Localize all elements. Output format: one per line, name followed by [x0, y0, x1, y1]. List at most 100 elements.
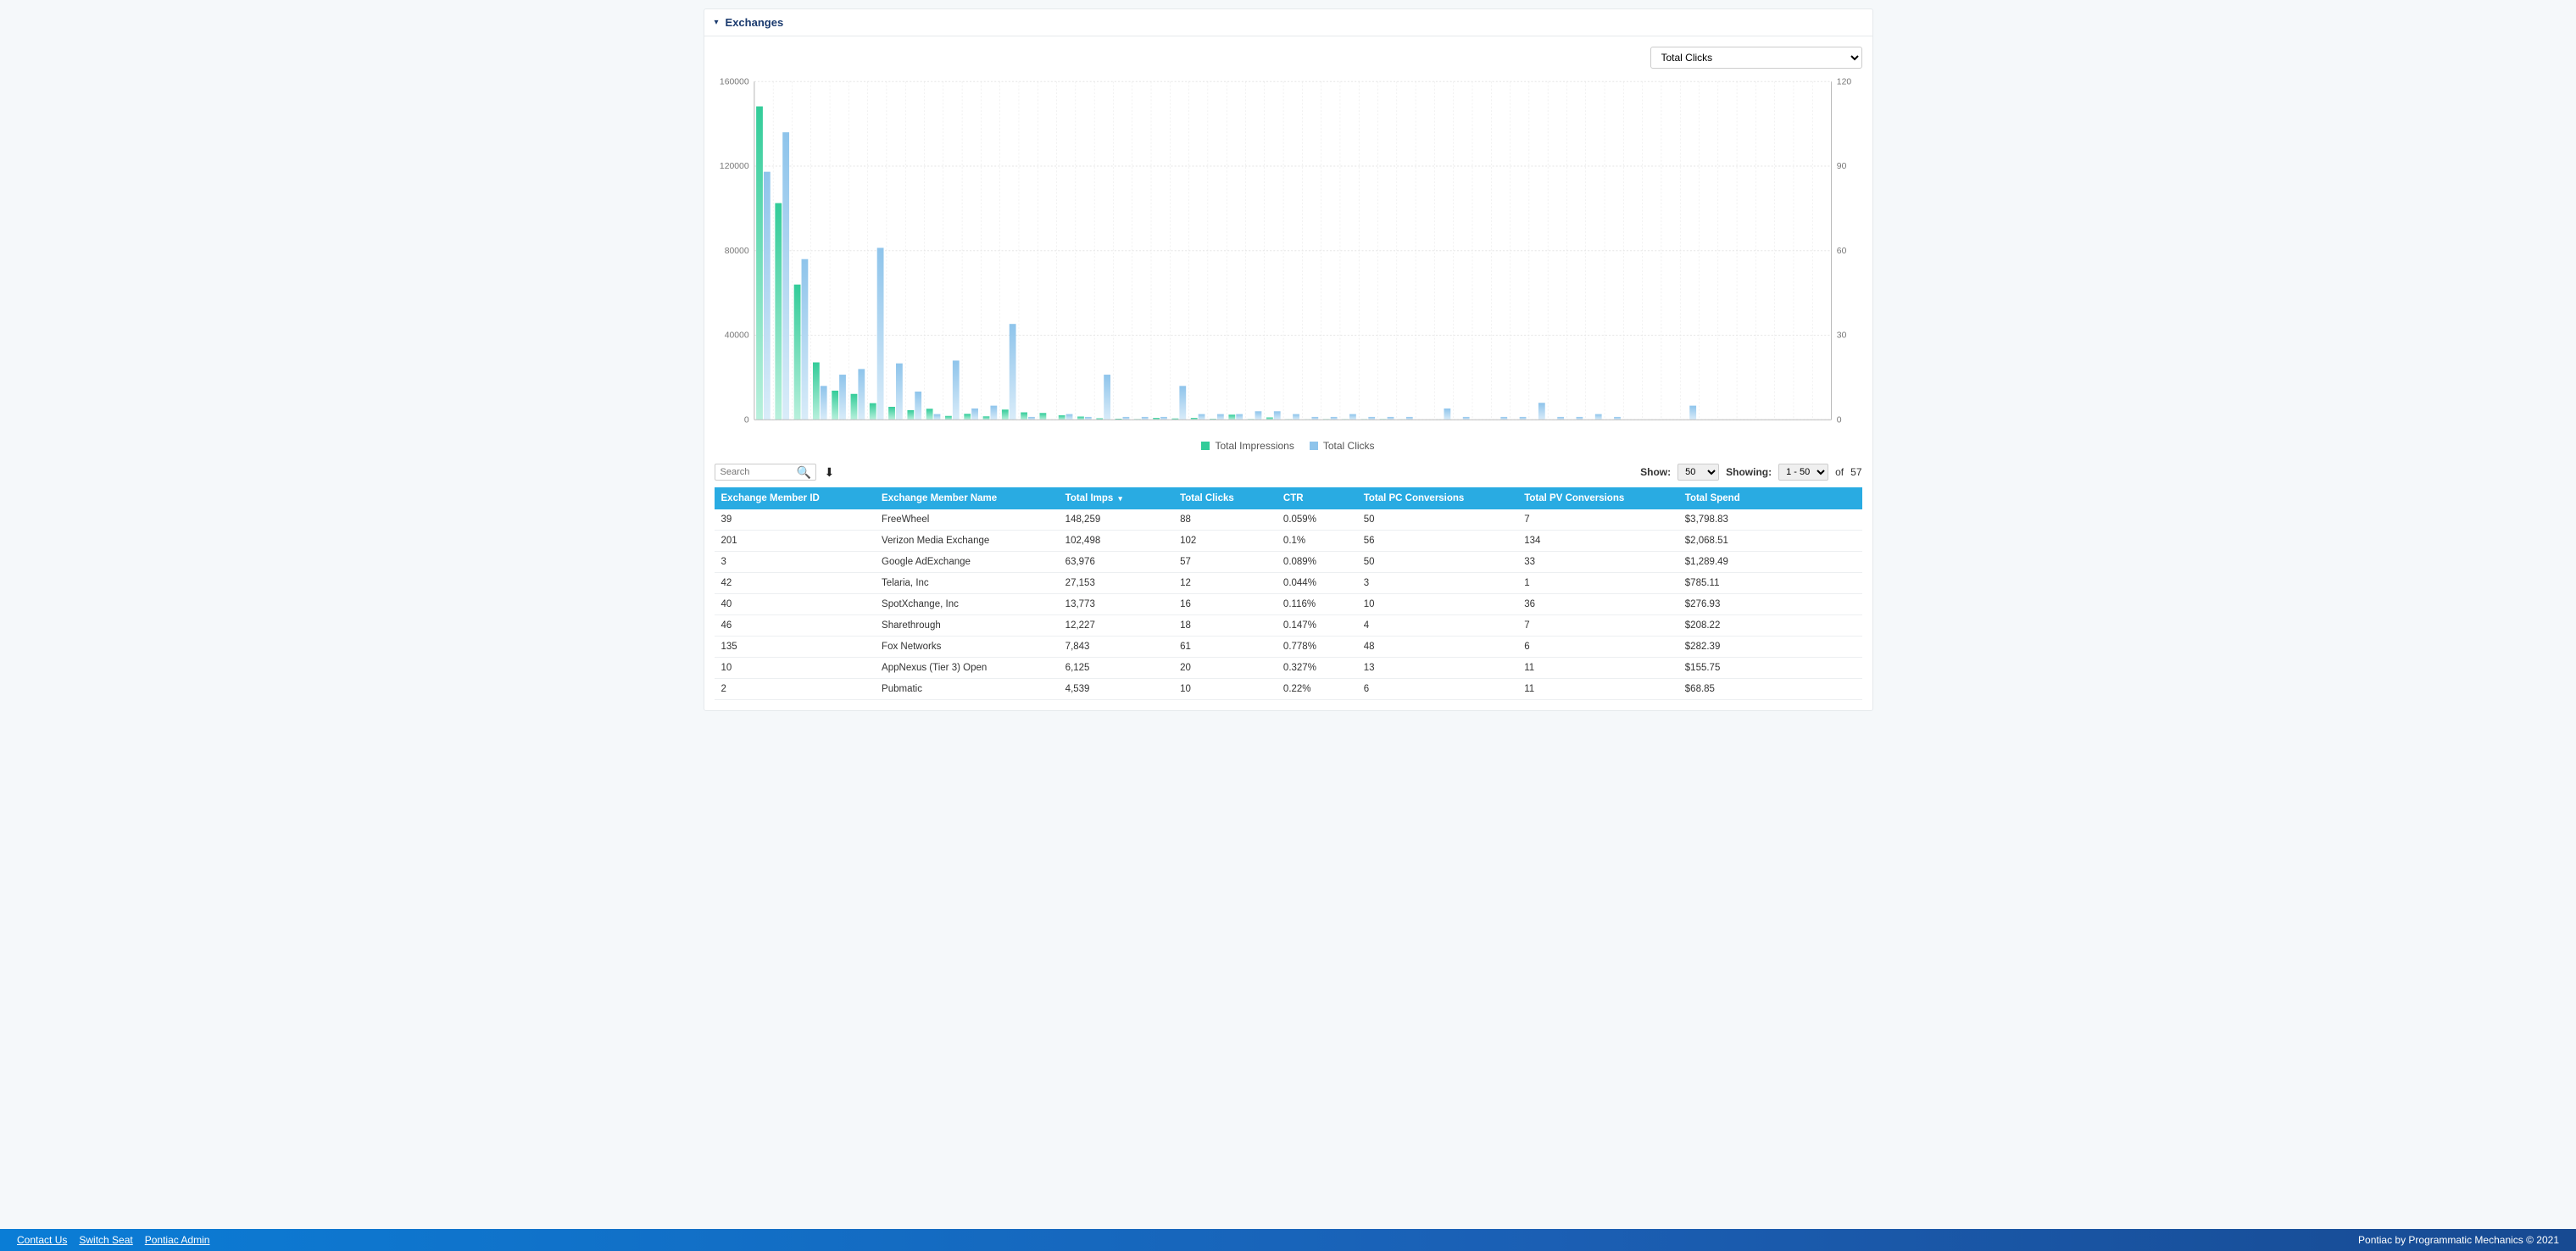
table-cell: 0.089% — [1277, 552, 1357, 573]
search-input[interactable] — [721, 464, 797, 480]
footer-link[interactable]: Contact Us — [17, 1234, 67, 1246]
table-row[interactable]: 42Telaria, Inc27,153120.044%31$785.11 — [715, 573, 1862, 594]
column-header[interactable]: Total Clicks — [1173, 487, 1277, 509]
table-cell: 61 — [1173, 637, 1277, 658]
table-cell: 3 — [1357, 573, 1518, 594]
table-cell: 4,539 — [1059, 679, 1173, 700]
legend-label: Total Clicks — [1323, 440, 1375, 452]
svg-text:160000: 160000 — [719, 77, 748, 86]
table-cell: $3,798.83 — [1678, 509, 1862, 531]
table-cell: Sharethrough — [875, 615, 1059, 637]
table-cell: $1,289.49 — [1678, 552, 1862, 573]
table-row[interactable]: 135Fox Networks7,843610.778%486$282.39 — [715, 637, 1862, 658]
table-cell: 102,498 — [1059, 531, 1173, 552]
table-cell: 46 — [715, 615, 876, 637]
table-row[interactable]: 3Google AdExchange63,976570.089%5033$1,2… — [715, 552, 1862, 573]
table-cell: 0.327% — [1277, 658, 1357, 679]
column-header[interactable]: Exchange Member Name — [875, 487, 1059, 509]
table-cell: 12 — [1173, 573, 1277, 594]
exchanges-panel: ▾ Exchanges Total ClicksTotal Impression… — [704, 8, 1873, 711]
column-header[interactable]: Total Imps▾ — [1059, 487, 1173, 509]
column-header[interactable]: Exchange Member ID — [715, 487, 876, 509]
table-cell: 20 — [1173, 658, 1277, 679]
chevron-down-icon: ▾ — [715, 18, 719, 27]
table-row[interactable]: 39FreeWheel148,259880.059%507$3,798.83 — [715, 509, 1862, 531]
footer-link[interactable]: Switch Seat — [79, 1234, 132, 1246]
table-cell: 56 — [1357, 531, 1518, 552]
table-row[interactable]: 2Pubmatic4,539100.22%611$68.85 — [715, 679, 1862, 700]
table-cell: 135 — [715, 637, 876, 658]
table-cell: Google AdExchange — [875, 552, 1059, 573]
exchanges-table: Exchange Member IDExchange Member NameTo… — [715, 487, 1862, 700]
table-cell: 50 — [1357, 509, 1518, 531]
table-cell: 0.1% — [1277, 531, 1357, 552]
footer-copyright: Pontiac by Programmatic Mechanics © 2021 — [2358, 1234, 2559, 1246]
svg-text:0: 0 — [1836, 415, 1841, 425]
table-cell: 33 — [1517, 552, 1678, 573]
table-cell: 0.147% — [1277, 615, 1357, 637]
table-cell: 0.116% — [1277, 594, 1357, 615]
table-cell: 148,259 — [1059, 509, 1173, 531]
table-cell: 13,773 — [1059, 594, 1173, 615]
chart-legend: Total Impressions Total Clicks — [715, 440, 1862, 452]
footer-link[interactable]: Pontiac Admin — [145, 1234, 210, 1246]
of-label: of — [1835, 466, 1844, 478]
panel-header[interactable]: ▾ Exchanges — [704, 9, 1872, 36]
table-cell: 7 — [1517, 615, 1678, 637]
search-icon[interactable]: 🔍 — [797, 465, 811, 480]
table-cell: 6 — [1517, 637, 1678, 658]
column-header[interactable]: CTR — [1277, 487, 1357, 509]
column-header[interactable]: Total PC Conversions — [1357, 487, 1518, 509]
table-cell: 0.044% — [1277, 573, 1357, 594]
table-row[interactable]: 46Sharethrough12,227180.147%47$208.22 — [715, 615, 1862, 637]
metric-select[interactable]: Total ClicksTotal ImpressionsCTRTotal Sp… — [1650, 47, 1862, 69]
page-size-select[interactable]: 2550100 — [1677, 464, 1719, 481]
table-row[interactable]: 40SpotXchange, Inc13,773160.116%1036$276… — [715, 594, 1862, 615]
sort-caret-icon: ▾ — [1118, 494, 1122, 503]
page-range-select[interactable]: 1 - 50 — [1778, 464, 1828, 481]
table-cell: 102 — [1173, 531, 1277, 552]
table-row[interactable]: 201Verizon Media Exchange102,4981020.1%5… — [715, 531, 1862, 552]
table-cell: 12,227 — [1059, 615, 1173, 637]
table-cell: 42 — [715, 573, 876, 594]
table-cell: 10 — [1173, 679, 1277, 700]
table-cell: 40 — [715, 594, 876, 615]
table-cell: $208.22 — [1678, 615, 1862, 637]
table-cell: 4 — [1357, 615, 1518, 637]
table-cell: 6 — [1357, 679, 1518, 700]
table-cell: Pubmatic — [875, 679, 1059, 700]
table-cell: 50 — [1357, 552, 1518, 573]
table-cell: Verizon Media Exchange — [875, 531, 1059, 552]
download-icon[interactable]: ⬇ — [825, 465, 835, 480]
swatch-icon — [1201, 442, 1210, 450]
svg-text:90: 90 — [1836, 162, 1846, 171]
total-count: 57 — [1850, 466, 1861, 478]
table-cell: 1 — [1517, 573, 1678, 594]
table-cell: $785.11 — [1678, 573, 1862, 594]
table-cell: 11 — [1517, 658, 1678, 679]
table-cell: 3 — [715, 552, 876, 573]
table-cell: 27,153 — [1059, 573, 1173, 594]
table-cell: 16 — [1173, 594, 1277, 615]
table-cell: 36 — [1517, 594, 1678, 615]
table-cell: 10 — [715, 658, 876, 679]
table-cell: Telaria, Inc — [875, 573, 1059, 594]
table-cell: 134 — [1517, 531, 1678, 552]
table-cell: 2 — [715, 679, 876, 700]
svg-text:0: 0 — [743, 415, 748, 425]
table-cell: 63,976 — [1059, 552, 1173, 573]
swatch-icon — [1310, 442, 1318, 450]
column-header[interactable]: Total PV Conversions — [1517, 487, 1678, 509]
table-cell: 0.22% — [1277, 679, 1357, 700]
panel-title: Exchanges — [726, 16, 784, 29]
table-cell: $68.85 — [1678, 679, 1862, 700]
table-cell: 39 — [715, 509, 876, 531]
table-cell: 13 — [1357, 658, 1518, 679]
table-row[interactable]: 10AppNexus (Tier 3) Open6,125200.327%131… — [715, 658, 1862, 679]
table-cell: 0.059% — [1277, 509, 1357, 531]
svg-text:120000: 120000 — [719, 162, 748, 171]
legend-label: Total Impressions — [1215, 440, 1294, 452]
table-cell: 11 — [1517, 679, 1678, 700]
column-header[interactable]: Total Spend — [1678, 487, 1862, 509]
legend-clicks: Total Clicks — [1310, 440, 1375, 452]
